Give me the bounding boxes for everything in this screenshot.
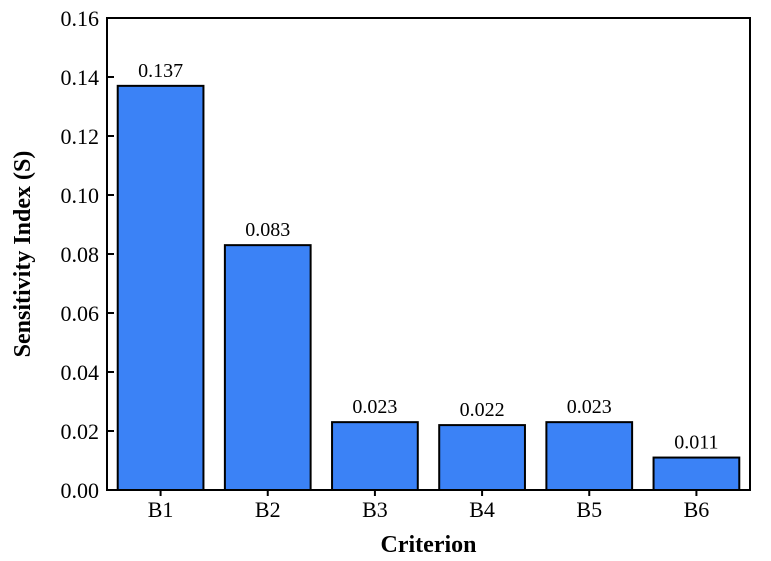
y-tick-label: 0.08: [61, 242, 100, 267]
y-tick-label: 0.10: [61, 183, 100, 208]
y-axis-title: Sensitivity Index (S): [10, 151, 36, 358]
data-label-b3: 0.023: [352, 396, 397, 418]
x-tick-label: B3: [362, 497, 388, 522]
data-label-b4: 0.022: [460, 399, 505, 421]
x-tick-label: B1: [148, 497, 174, 522]
y-tick-label: 0.06: [61, 301, 100, 326]
x-tick-label: B6: [684, 497, 710, 522]
y-tick-label: 0.14: [61, 65, 100, 90]
bars-layer: [116, 84, 741, 492]
y-tick-label: 0.02: [61, 419, 100, 444]
y-axis-ticks: 0.00 0.02 0.04 0.06 0.08 0.10 0.12 0.14 0.16: [61, 6, 114, 503]
x-axis-title: Criterion: [381, 532, 477, 558]
bar-b1: [116, 84, 205, 491]
bar-b6: [652, 456, 741, 491]
x-axis-ticks: B1 B2 B3 B4 B5 B6: [148, 490, 710, 522]
bar-b4: [438, 424, 526, 492]
data-labels-layer: 0.137 0.083 0.023 0.022 0.023 0.011: [138, 60, 718, 454]
data-label-b1: 0.137: [138, 60, 183, 82]
y-tick-label: 0.16: [61, 6, 100, 31]
bar-b2: [223, 244, 312, 491]
y-tick-label: 0.00: [61, 478, 100, 503]
bar-b3: [331, 421, 419, 491]
x-tick-label: B4: [469, 497, 495, 522]
data-label-b6: 0.011: [674, 432, 718, 454]
data-label-b5: 0.023: [567, 396, 612, 418]
y-tick-label: 0.12: [61, 124, 100, 149]
x-tick-label: B2: [255, 497, 281, 522]
bar-b5: [545, 421, 634, 491]
y-tick-label: 0.04: [61, 360, 100, 385]
x-tick-label: B5: [576, 497, 602, 522]
data-label-b2: 0.083: [245, 219, 290, 241]
